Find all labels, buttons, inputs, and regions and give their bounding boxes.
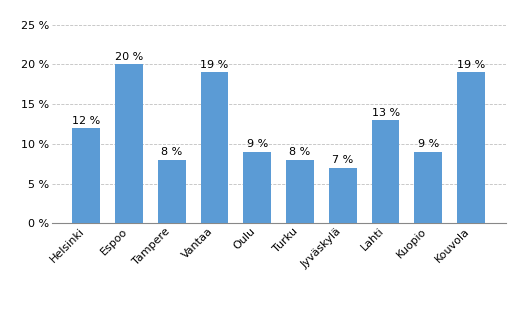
Text: 9 %: 9 %: [247, 140, 268, 149]
Bar: [286, 160, 314, 223]
Text: 7 %: 7 %: [332, 155, 353, 165]
Bar: [72, 128, 100, 223]
Text: 12 %: 12 %: [72, 116, 100, 126]
Bar: [158, 160, 186, 223]
Bar: [201, 73, 229, 223]
Text: 8 %: 8 %: [161, 147, 182, 157]
Bar: [115, 64, 143, 223]
Bar: [457, 73, 485, 223]
Text: 20 %: 20 %: [115, 52, 143, 62]
Text: 13 %: 13 %: [372, 108, 400, 118]
Text: 19 %: 19 %: [200, 60, 229, 70]
Text: 19 %: 19 %: [457, 60, 485, 70]
Bar: [414, 152, 442, 223]
Bar: [372, 120, 399, 223]
Text: 9 %: 9 %: [418, 140, 439, 149]
Bar: [244, 152, 271, 223]
Bar: [329, 168, 357, 223]
Text: 8 %: 8 %: [289, 147, 311, 157]
